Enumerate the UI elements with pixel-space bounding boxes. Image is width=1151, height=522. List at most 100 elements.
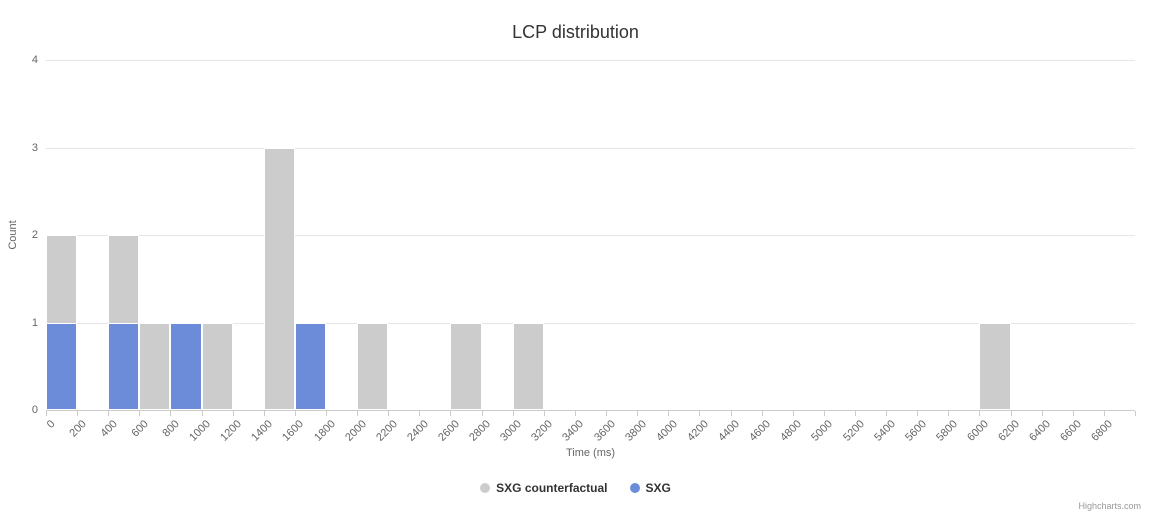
bar[interactable]: [450, 322, 482, 410]
x-axis-label: 2400: [405, 418, 431, 444]
x-axis-tick: [326, 411, 328, 416]
x-axis-tick: [854, 411, 856, 416]
gridline: [46, 60, 1135, 61]
x-axis-tick: [606, 411, 608, 416]
x-axis-tick: [730, 411, 732, 416]
bar[interactable]: [263, 147, 295, 410]
bar[interactable]: [46, 322, 78, 410]
x-axis-label: 3200: [529, 418, 556, 444]
x-axis-label: 3000: [498, 418, 525, 444]
legend-item-sxg-counterfactual[interactable]: SXG counterfactual: [480, 481, 608, 495]
legend-item-label: SXG counterfactual: [496, 481, 608, 495]
x-axis-label: 4800: [778, 418, 805, 444]
x-axis-label: 1600: [280, 418, 307, 444]
x-axis-tick: [1072, 411, 1074, 416]
x-axis-tick: [108, 411, 110, 416]
legend-marker: [629, 483, 640, 493]
x-axis-tick: [917, 411, 919, 416]
x-axis-label: 6200: [996, 418, 1023, 444]
legend-item-sxg[interactable]: SXG: [629, 481, 671, 495]
x-axis-line: [46, 410, 1135, 411]
x-axis-tick: [543, 411, 545, 416]
x-axis-tick: [201, 411, 203, 416]
x-axis-label: 4600: [747, 418, 774, 444]
x-axis-label: 400: [98, 418, 120, 440]
bar[interactable]: [201, 322, 233, 410]
x-axis-label: 0: [44, 418, 58, 431]
gridline: [46, 235, 1135, 236]
x-axis-label: 3400: [560, 418, 587, 444]
x-axis-tick: [419, 411, 421, 416]
x-axis-tick: [139, 411, 141, 416]
x-axis-label: 6600: [1058, 418, 1085, 444]
x-axis-label: 1200: [218, 418, 245, 444]
x-axis-label: 800: [160, 418, 182, 440]
x-axis-label: 5600: [902, 418, 929, 444]
x-axis-tick: [1010, 411, 1012, 416]
x-axis-tick: [170, 411, 172, 416]
x-axis-tick: [232, 411, 234, 416]
x-axis-tick: [1041, 411, 1043, 416]
x-axis-label: 4200: [685, 418, 711, 444]
x-axis-tick: [823, 411, 825, 416]
x-axis-label: 3600: [591, 418, 618, 444]
x-axis-tick: [512, 411, 514, 416]
bar[interactable]: [979, 322, 1011, 410]
x-axis-tick: [357, 411, 359, 416]
y-axis-label: 4: [31, 54, 38, 66]
y-axis-label: 2: [31, 229, 38, 241]
chart-title: LCP distribution: [512, 22, 639, 42]
x-axis-title: Time (ms): [565, 447, 616, 459]
x-axis-label: 5200: [840, 418, 867, 444]
bar[interactable]: [357, 322, 389, 410]
x-axis-tick: [450, 411, 452, 416]
x-axis-tick: [1135, 411, 1136, 416]
x-axis-tick: [792, 411, 794, 416]
x-axis-tick: [1103, 411, 1105, 416]
x-axis-tick: [699, 411, 701, 416]
x-axis-label: 2800: [467, 418, 494, 444]
y-axis-label: 3: [31, 141, 38, 154]
x-axis-label: 2000: [342, 418, 369, 444]
bar[interactable]: [170, 322, 202, 410]
x-axis-label: 4000: [653, 418, 680, 444]
x-axis-tick: [886, 411, 888, 416]
x-axis-label: 5400: [871, 418, 898, 444]
x-axis-label: 5000: [809, 418, 836, 444]
legend-marker: [480, 483, 491, 493]
x-axis-tick: [948, 411, 950, 416]
x-axis-label: 600: [129, 418, 151, 440]
x-axis-label: 1000: [187, 418, 214, 444]
gridline: [46, 322, 1135, 324]
legend-item-label: SXG: [645, 481, 671, 495]
x-axis-label: 1800: [311, 418, 338, 444]
legend: SXG counterfactual SXG: [0, 481, 1151, 495]
x-axis-label: 4400: [716, 418, 743, 444]
x-axis-tick: [294, 411, 296, 416]
x-axis-label: 2200: [373, 418, 400, 444]
x-axis-tick: [263, 411, 265, 416]
highcharts-credits[interactable]: Highcharts.com: [1078, 501, 1141, 511]
bar[interactable]: [139, 322, 171, 410]
x-axis-label: 5800: [934, 418, 960, 444]
x-axis-label: 6000: [965, 418, 991, 444]
y-axis-label: 0: [31, 404, 38, 416]
x-axis-label: 6400: [1027, 418, 1054, 444]
x-axis-label: 2600: [436, 418, 462, 444]
x-axis-label: 6800: [1089, 418, 1116, 444]
bar[interactable]: [108, 322, 140, 410]
x-axis-label: 200: [67, 418, 89, 440]
x-axis-label: 3800: [622, 418, 649, 444]
x-axis-tick: [46, 411, 47, 416]
x-axis-tick: [979, 411, 981, 416]
bar[interactable]: [512, 322, 544, 410]
x-axis-tick: [637, 411, 639, 416]
x-axis-tick: [574, 411, 576, 416]
x-axis-label: 1400: [249, 418, 276, 444]
bar[interactable]: [294, 322, 327, 410]
x-axis-tick: [761, 411, 763, 416]
x-axis-tick: [388, 411, 390, 416]
y-axis-label: 1: [31, 316, 38, 329]
x-axis-tick: [668, 411, 670, 416]
